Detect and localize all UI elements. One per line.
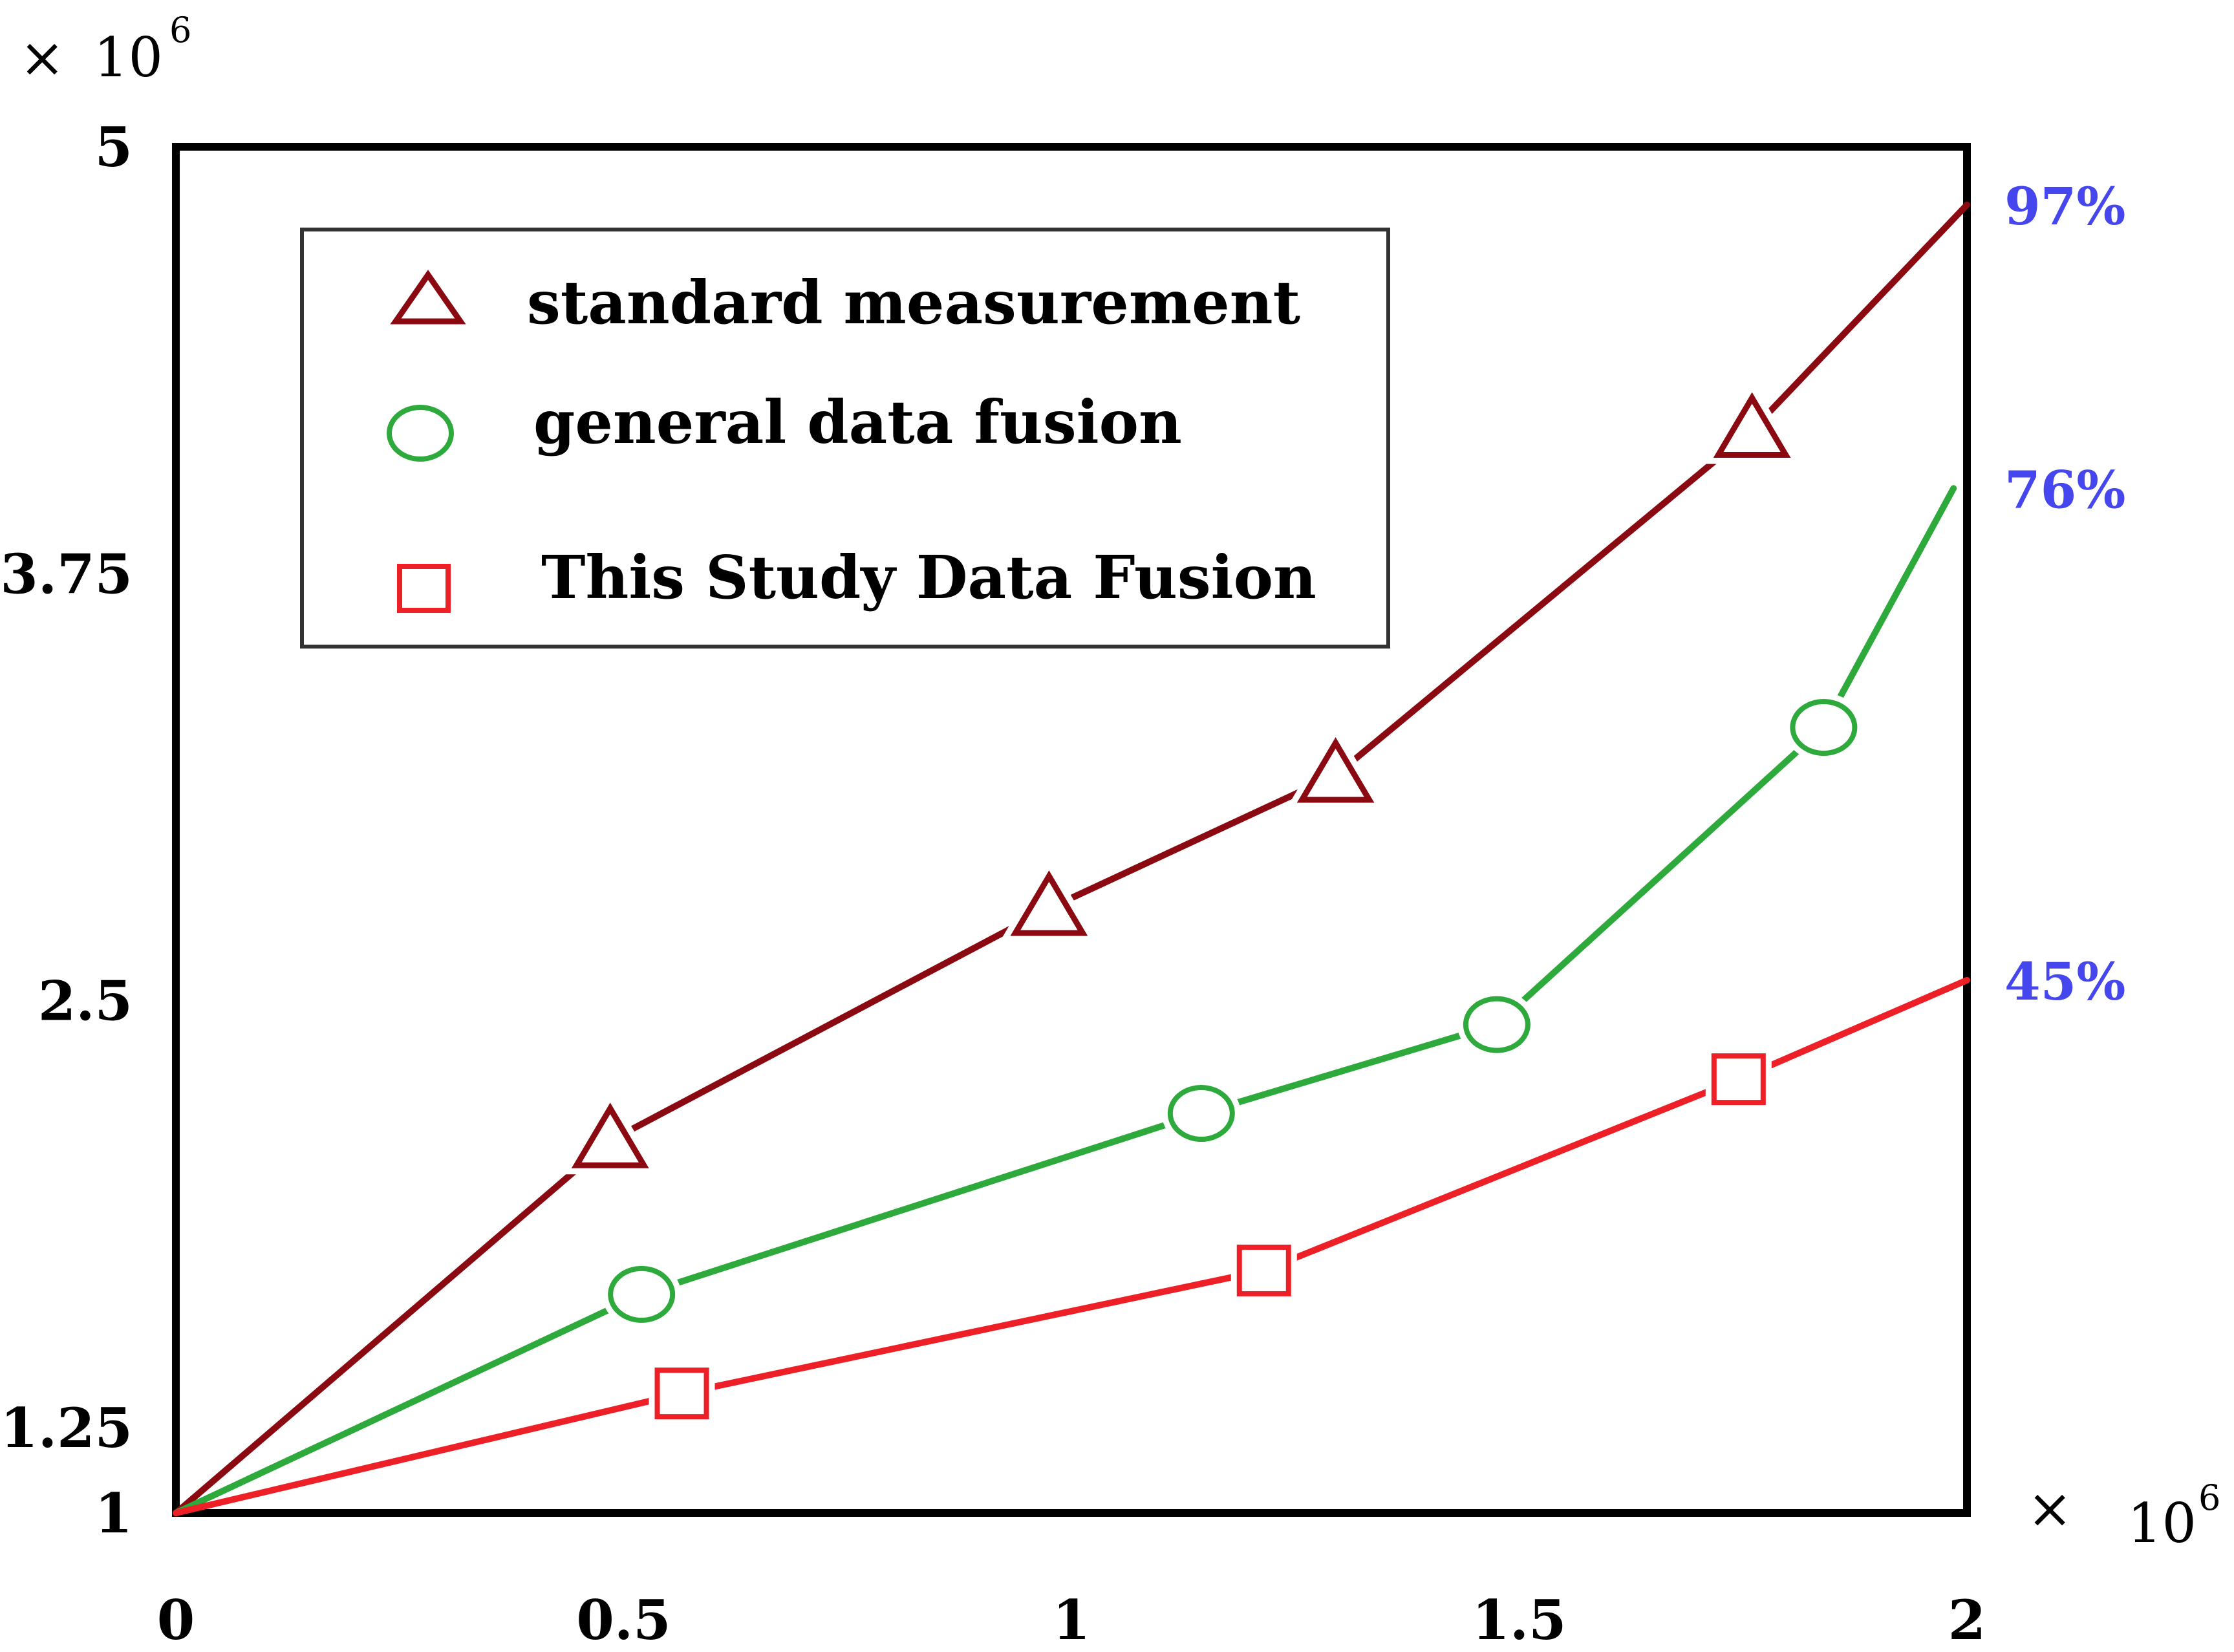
y-tick-label: 5	[95, 115, 133, 179]
series-markers	[561, 380, 1863, 1426]
legend-label-standard-measurement: standard measurement	[527, 268, 1301, 338]
y-tick-label: 3.75	[0, 542, 133, 606]
square-marker-icon	[397, 564, 451, 613]
y-multiplier-base: 10	[94, 26, 163, 89]
circle-marker	[1463, 996, 1531, 1053]
x-axis-tick-labels: 0 0.5 1 1.5 2	[157, 1588, 1986, 1652]
y-tick-label: 1.25	[0, 1396, 133, 1460]
marker-halo	[649, 1362, 715, 1426]
end-label-this-study-data-fusion: 45%	[2004, 951, 2125, 1012]
circle-marker-icon	[387, 405, 454, 462]
marker-halo	[1230, 1238, 1297, 1302]
y-axis-multiplier: × 10 6	[19, 10, 191, 89]
series-line-standard-measurement	[173, 201, 1970, 1516]
x-tick-label: 0	[157, 1588, 195, 1652]
legend-item-standard-measurement: standard measurement	[390, 268, 1301, 338]
circle-marker	[1790, 699, 1858, 756]
end-label-standard-measurement: 97%	[2004, 176, 2125, 237]
legend: standard measurement general data fusion…	[300, 228, 1390, 649]
x-tick-label: 1	[1053, 1588, 1090, 1652]
x-multiplier-base: 10	[2127, 1492, 2196, 1555]
x-multiplier-exponent: 6	[2198, 1477, 2220, 1518]
legend-box	[300, 228, 1390, 649]
square-marker	[654, 1368, 709, 1420]
series-line-general-data-fusion	[173, 485, 1957, 1516]
triangle-marker	[1296, 737, 1375, 803]
square-marker	[1236, 1244, 1291, 1296]
square-marker	[1711, 1053, 1766, 1106]
triangle-marker	[1010, 870, 1088, 936]
x-tick-label: 1.5	[1472, 1588, 1566, 1652]
marker-halo	[1705, 1047, 1772, 1111]
triangle-marker	[571, 1102, 649, 1168]
marker-halo	[999, 858, 1099, 942]
y-axis-tick-labels: 1 1.25 2.5 3.75 5	[0, 115, 133, 1545]
series-line-this-study-data-fusion	[173, 976, 1970, 1516]
circle-marker	[1167, 1084, 1235, 1142]
legend-label-this-study-data-fusion: This Study Data Fusion	[541, 542, 1316, 612]
legend-item-this-study-data-fusion: This Study Data Fusion	[397, 542, 1316, 613]
y-tick-label: 1	[95, 1481, 133, 1545]
marker-halo	[1286, 725, 1386, 809]
y-multiplier-exponent: 6	[169, 10, 191, 50]
y-tick-label: 2.5	[38, 969, 133, 1033]
series-end-labels: 97% 76% 45%	[2004, 176, 2125, 1012]
legend-label-general-data-fusion: general data fusion	[533, 387, 1182, 457]
legend-item-general-data-fusion: general data fusion	[387, 387, 1182, 462]
triangle-marker-icon	[390, 270, 466, 325]
plot-frame	[172, 143, 1971, 1517]
marker-halo	[561, 1090, 660, 1175]
x-tick-label: 0.5	[576, 1588, 671, 1652]
x-axis-multiplier: × 10 6	[2027, 1477, 2220, 1555]
x-multiplier-times: ×	[2027, 1477, 2072, 1540]
circle-marker	[608, 1265, 676, 1323]
x-tick-label: 2	[1948, 1588, 1986, 1652]
end-label-general-data-fusion: 76%	[2004, 459, 2125, 520]
triangle-marker	[1713, 392, 1791, 458]
y-multiplier-times: ×	[19, 26, 65, 89]
